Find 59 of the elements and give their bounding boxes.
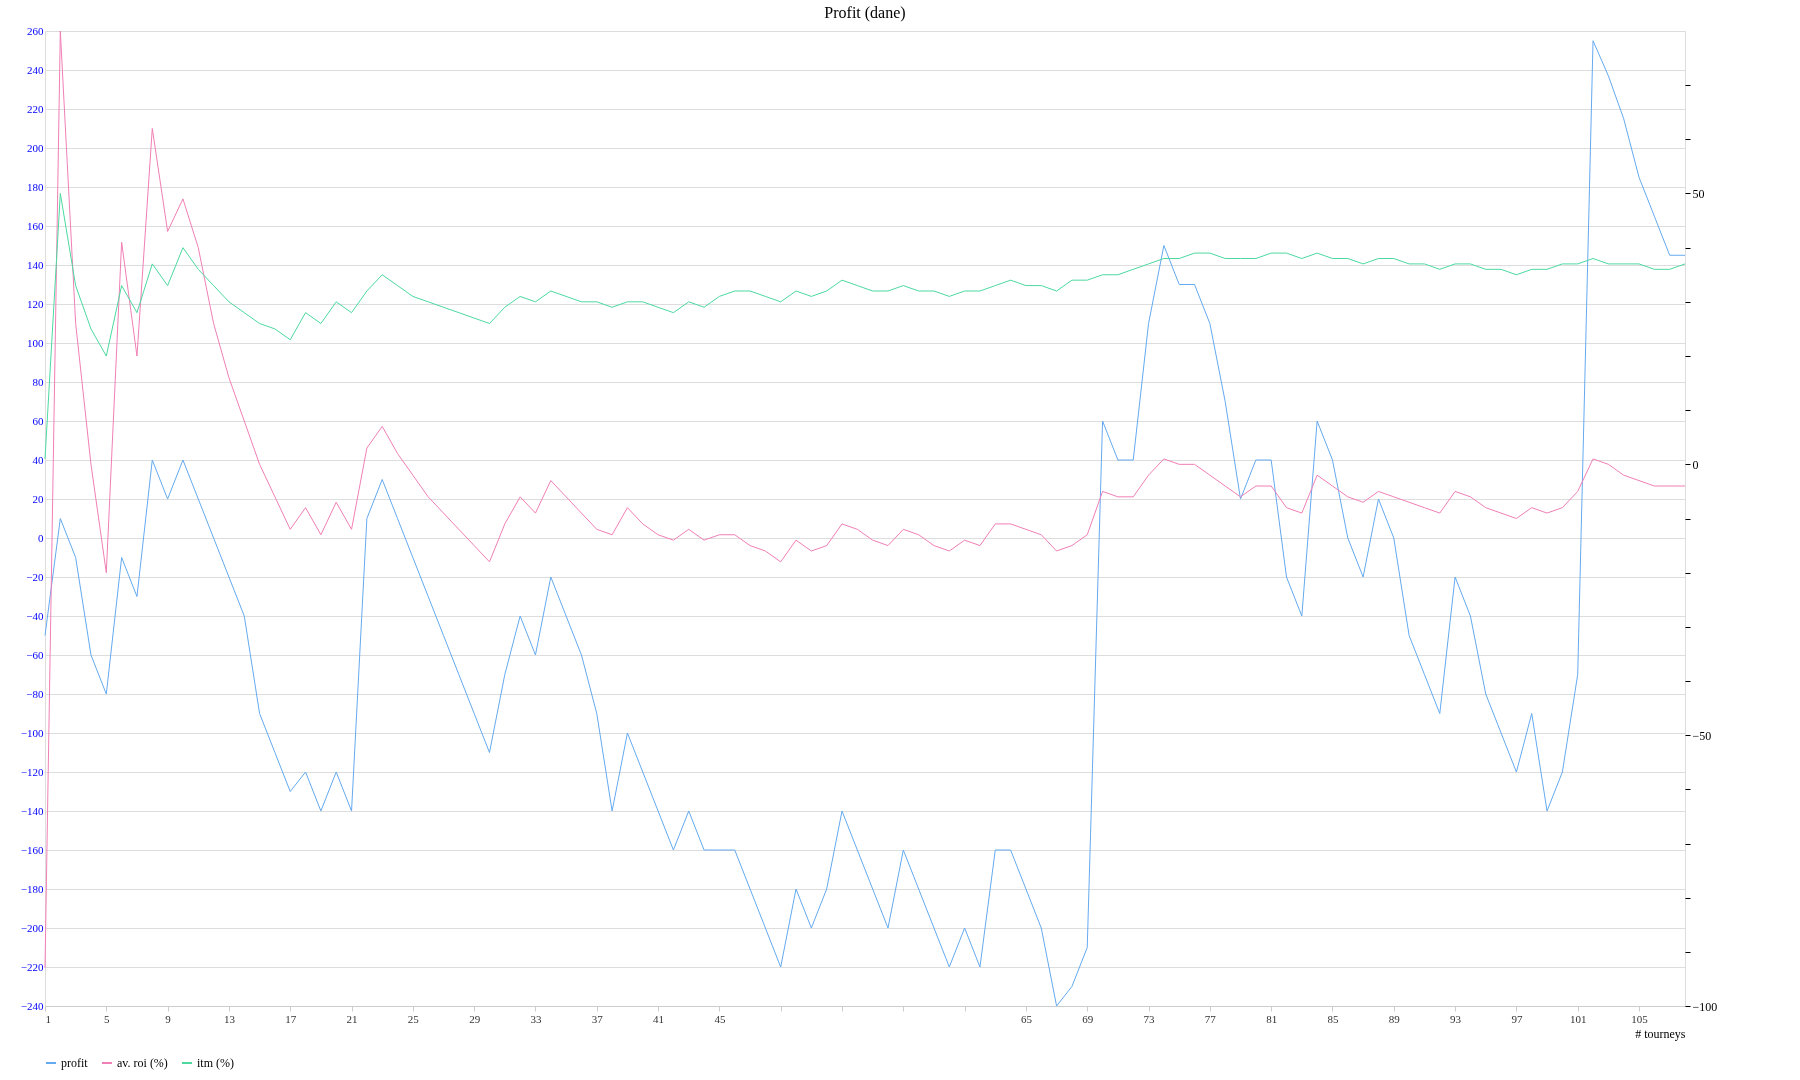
x-tick-label: 65 <box>1020 1012 1033 1025</box>
x-tick-label: 9 <box>165 1012 172 1025</box>
y2-tick-label: −100 <box>1692 999 1718 1014</box>
y-tick-label: 140 <box>27 258 44 271</box>
y-tick-label: 160 <box>27 219 44 232</box>
x-tick-label: 33 <box>530 1012 542 1025</box>
x-tick-label: 89 <box>1388 1012 1401 1025</box>
x-tick-label: 97 <box>1511 1012 1523 1025</box>
y-tick-label: −60 <box>26 648 44 661</box>
y-tick-label: 80 <box>32 375 44 388</box>
x-tick-label: 13 <box>223 1012 236 1025</box>
y-tick-label: −180 <box>20 882 44 895</box>
x-tick-label: 69 <box>1082 1012 1094 1025</box>
x-tick-label: 29 <box>469 1012 481 1025</box>
y-tick-label: 260 <box>27 24 44 37</box>
x-tick-label: 1 <box>45 1012 51 1025</box>
y-tick-label: −240 <box>20 999 44 1012</box>
x-tick-label: 41 <box>653 1012 665 1025</box>
x-tick-label: 81 <box>1266 1012 1278 1025</box>
y-tick-label: −120 <box>20 765 44 778</box>
y-tick-label: 20 <box>32 492 44 505</box>
y2-tick-label: −50 <box>1692 728 1712 743</box>
y-tick-label: 200 <box>27 141 44 154</box>
y-tick-label: 120 <box>27 297 44 310</box>
y-tick-label: −200 <box>20 921 44 934</box>
x-tick-label: 105 <box>1631 1012 1649 1025</box>
x-tick-label: 25 <box>407 1012 420 1025</box>
line-series <box>44 193 1686 460</box>
y-tick-label: 180 <box>27 180 44 193</box>
x-tick-label: 85 <box>1327 1012 1339 1025</box>
x-axis-title: # tourneys <box>1635 1026 1686 1041</box>
y-tick-label: 40 <box>32 453 44 466</box>
y-tick-label: −40 <box>26 609 44 622</box>
x-tick-label: 5 <box>104 1012 111 1025</box>
x-tick-label: 77 <box>1204 1012 1217 1025</box>
legend-label: itm (%) <box>197 1056 234 1070</box>
y-tick-label: 0 <box>38 531 44 544</box>
y-tick-label: 60 <box>32 414 44 427</box>
y-tick-label: −100 <box>20 726 44 739</box>
x-tick-label: 21 <box>346 1012 358 1025</box>
y-tick-label: −20 <box>26 570 44 583</box>
y-tick-label: 220 <box>27 102 44 115</box>
y2-tick-label: 0 <box>1692 457 1699 472</box>
y-tick-label: 240 <box>27 63 44 76</box>
y2-tick-label: 50 <box>1692 187 1705 201</box>
y-tick-label: −80 <box>26 687 44 700</box>
x-tick-label: 17 <box>285 1012 297 1025</box>
y-tick-label: −160 <box>20 843 44 856</box>
x-tick-label: 73 <box>1143 1012 1156 1025</box>
y-tick-label: −220 <box>20 960 44 973</box>
y-tick-label: −140 <box>20 804 44 817</box>
chart-title: Profit (dane) <box>824 4 906 22</box>
x-tick-label: 45 <box>714 1012 726 1025</box>
y-tick-label: 100 <box>27 336 44 349</box>
legend-label: av. roi (%) <box>117 1056 168 1070</box>
legend-label: profit <box>61 1056 89 1070</box>
x-tick-label: 93 <box>1450 1012 1462 1025</box>
x-tick-label: 101 <box>1569 1012 1587 1025</box>
x-tick-label: 37 <box>591 1012 604 1025</box>
